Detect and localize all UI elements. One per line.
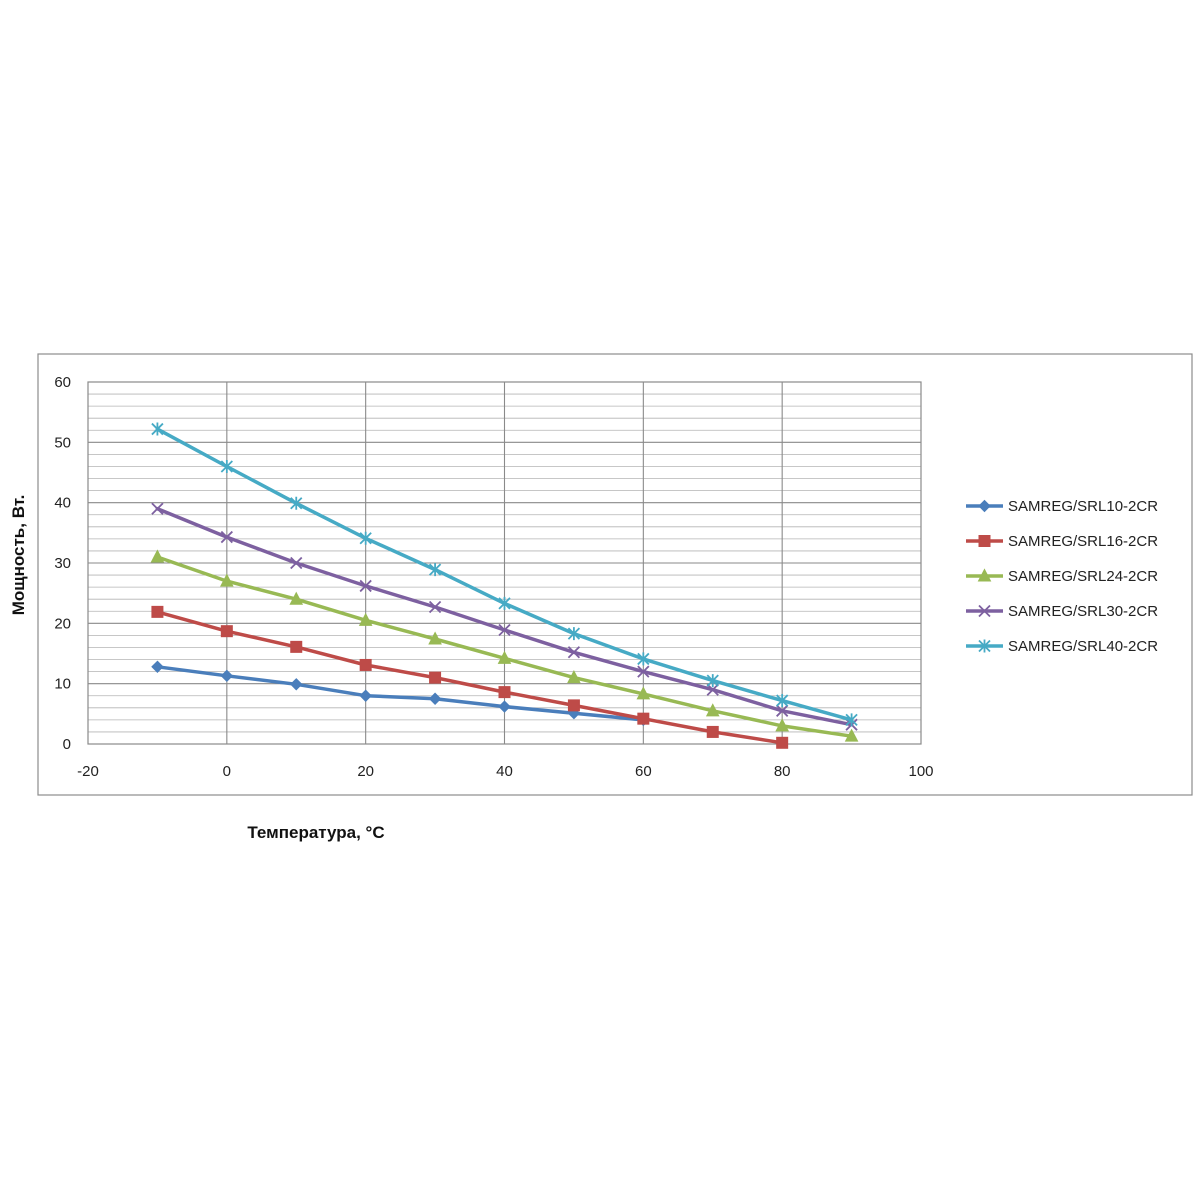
legend-label: SAMREG/SRL10-2CR	[1008, 498, 1158, 515]
x-tick-label: 0	[223, 763, 231, 780]
data-point	[706, 725, 719, 738]
data-point	[498, 700, 511, 713]
data-point	[776, 736, 789, 749]
data-point	[290, 556, 303, 570]
data-point	[151, 660, 164, 673]
data-point	[290, 496, 303, 510]
data-point	[498, 596, 511, 610]
legend-marker	[978, 535, 991, 547]
y-tick-label: 0	[63, 736, 71, 753]
y-tick-label: 20	[54, 615, 71, 632]
legend-marker	[978, 604, 991, 618]
data-point	[151, 502, 164, 515]
data-point	[845, 713, 858, 727]
data-point	[358, 612, 373, 626]
data-point	[290, 678, 303, 691]
data-point	[428, 692, 442, 705]
legend-marker	[977, 568, 992, 582]
data-point	[706, 674, 719, 688]
data-point	[497, 650, 512, 664]
y-tick-label: 50	[54, 434, 71, 451]
legend-item: SAMREG/SRL40-2CR	[966, 638, 1158, 655]
series-3	[150, 549, 859, 742]
data-point	[637, 712, 650, 725]
x-tick-label: 20	[357, 763, 374, 780]
data-point	[428, 563, 442, 577]
data-point	[359, 658, 372, 671]
data-point	[220, 669, 234, 683]
data-point	[567, 670, 581, 684]
data-point	[498, 623, 511, 637]
data-point	[844, 728, 859, 742]
data-point	[289, 591, 304, 605]
series-5	[151, 422, 858, 727]
data-point	[567, 627, 581, 641]
x-tick-label: -20	[77, 763, 99, 780]
series-2	[151, 605, 789, 749]
data-point	[429, 671, 442, 684]
x-tick-label: 40	[496, 763, 513, 780]
data-point	[775, 718, 789, 732]
legend-label: SAMREG/SRL30-2CR	[1008, 603, 1158, 620]
legend-marker	[978, 499, 991, 513]
legend-item: SAMREG/SRL30-2CR	[966, 603, 1158, 620]
legend: SAMREG/SRL10-2CR SAMREG/SRL16-2CR SAMREG/S…	[966, 498, 1158, 655]
x-tick-label: 100	[908, 763, 933, 780]
data-point	[151, 605, 164, 618]
data-point	[706, 683, 719, 696]
y-tick-label: 30	[54, 555, 71, 572]
series-group	[150, 422, 859, 749]
series-line	[155, 665, 646, 722]
y-axis-ticks: 0 10 20 30 40 50 60	[54, 374, 71, 753]
data-point	[220, 625, 233, 638]
legend-marker	[978, 639, 991, 653]
legend-label: SAMREG/SRL24-2CR	[1008, 568, 1158, 585]
data-point	[151, 422, 164, 436]
data-point	[359, 531, 372, 545]
data-point	[359, 579, 372, 593]
y-axis-title: Мощность, Вт.	[9, 495, 28, 616]
legend-item: SAMREG/SRL24-2CR	[966, 568, 1158, 585]
data-point	[776, 694, 789, 708]
data-point	[428, 631, 442, 645]
data-point	[428, 600, 442, 614]
data-point	[776, 704, 789, 717]
plot-area-border	[87, 381, 922, 745]
series-line	[155, 610, 784, 745]
x-axis-title: Температура, °C	[247, 823, 384, 842]
legend-label: SAMREG/SRL16-2CR	[1008, 533, 1158, 550]
legend-label: SAMREG/SRL40-2CR	[1008, 638, 1158, 655]
x-tick-label: 60	[635, 763, 652, 780]
legend-item: SAMREG/SRL16-2CR	[966, 533, 1158, 550]
data-point	[498, 686, 511, 699]
y-tick-label: 60	[54, 374, 71, 391]
data-point	[567, 699, 580, 712]
data-point	[637, 665, 650, 678]
data-point	[359, 689, 372, 702]
y-tick-label: 40	[54, 495, 71, 512]
legend-item: SAMREG/SRL10-2CR	[966, 498, 1158, 515]
data-point	[637, 652, 650, 666]
data-point	[220, 530, 233, 544]
data-point	[220, 459, 233, 473]
data-point	[290, 640, 303, 653]
x-axis-ticks: -20 0 20 40 60 80 100	[77, 763, 933, 780]
data-point	[705, 703, 720, 717]
y-tick-label: 10	[54, 676, 71, 693]
data-point	[220, 573, 234, 587]
data-point	[567, 646, 581, 659]
data-point	[150, 549, 165, 563]
data-point	[636, 686, 651, 700]
x-tick-label: 80	[774, 763, 791, 780]
